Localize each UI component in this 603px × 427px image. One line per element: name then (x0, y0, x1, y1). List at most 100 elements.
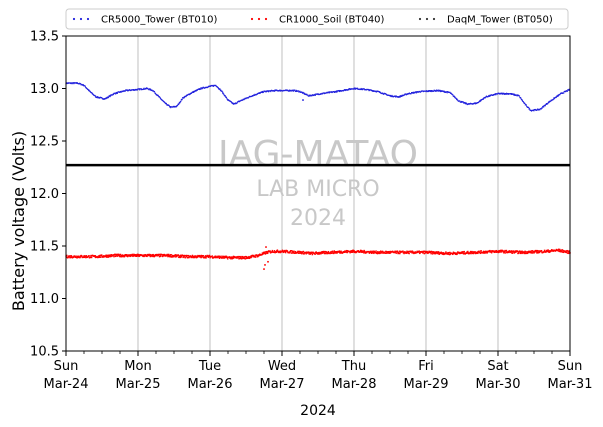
data-point (220, 257, 223, 259)
data-point (428, 250, 431, 253)
data-point (340, 250, 342, 252)
data-point (67, 257, 69, 259)
data-point (423, 252, 425, 255)
data-point (501, 93, 503, 95)
data-point (530, 251, 532, 253)
data-point (464, 102, 466, 105)
y-tick-label: 11.5 (30, 240, 59, 255)
data-point (191, 256, 193, 259)
data-point (485, 250, 488, 253)
data-point (530, 252, 532, 254)
data-point (310, 251, 312, 254)
series-1-points (65, 246, 571, 270)
data-point (376, 91, 378, 93)
data-point (368, 250, 370, 253)
data-point (207, 256, 209, 259)
data-point (233, 255, 235, 258)
data-point (101, 256, 104, 258)
data-point (135, 254, 137, 256)
data-point (231, 101, 233, 103)
data-point (483, 251, 485, 253)
data-point (185, 256, 188, 258)
data-point (232, 256, 234, 259)
data-point (426, 252, 428, 254)
data-point (490, 250, 492, 252)
data-point (243, 98, 245, 101)
data-point (279, 251, 281, 254)
data-point (221, 255, 223, 257)
data-point (430, 89, 432, 92)
data-point (295, 251, 297, 254)
data-point (226, 256, 229, 259)
data-point (135, 255, 138, 258)
data-point (398, 252, 400, 255)
data-point (89, 256, 92, 258)
data-point (71, 256, 73, 258)
data-point (484, 252, 486, 254)
data-point (447, 253, 449, 255)
data-point (297, 252, 300, 254)
data-point (534, 108, 536, 110)
data-point (317, 93, 319, 95)
data-point (171, 256, 173, 258)
data-point (121, 255, 123, 257)
data-point (335, 91, 337, 93)
data-point (366, 251, 368, 254)
data-point (185, 95, 187, 97)
data-point (114, 255, 117, 258)
data-point (231, 256, 233, 258)
data-point (381, 250, 384, 253)
data-point (470, 252, 472, 255)
data-point (507, 93, 509, 95)
data-point (162, 253, 165, 256)
x-tick-label-date: Mar-28 (332, 377, 377, 392)
data-point (400, 95, 402, 97)
data-point (322, 250, 324, 253)
data-point (556, 95, 558, 98)
data-point (419, 252, 421, 254)
data-point (301, 91, 303, 93)
data-point (417, 91, 419, 93)
data-point (308, 251, 310, 254)
data-point (416, 250, 418, 253)
watermark-text: LAB MICRO (256, 177, 379, 202)
data-point (127, 89, 129, 91)
data-point (245, 256, 248, 258)
data-point (555, 249, 557, 252)
data-point (161, 254, 163, 256)
data-point (566, 252, 569, 254)
data-point (483, 97, 485, 99)
data-point (271, 251, 273, 253)
data-point (196, 89, 198, 92)
data-point (252, 254, 254, 257)
data-point (151, 254, 154, 256)
data-point (147, 88, 149, 90)
data-point (533, 110, 535, 112)
data-point (524, 252, 526, 255)
data-point (445, 251, 447, 253)
data-point (396, 250, 398, 252)
data-point (545, 103, 547, 105)
data-point (412, 251, 415, 253)
data-point (226, 98, 228, 100)
data-point (323, 251, 325, 253)
data-point (401, 95, 403, 97)
data-point (84, 86, 86, 88)
data-point (146, 255, 148, 258)
data-point (562, 249, 564, 252)
data-point (108, 254, 110, 257)
data-point (531, 252, 534, 254)
data-point (357, 250, 360, 252)
data-point (130, 89, 132, 92)
data-point (245, 257, 247, 260)
data-point (166, 254, 168, 257)
data-point (319, 93, 321, 95)
data-point (440, 251, 442, 253)
data-point (131, 255, 133, 257)
data-point (326, 251, 329, 254)
data-point (565, 251, 567, 253)
data-point (74, 255, 76, 257)
data-point (516, 250, 519, 253)
data-point (316, 252, 318, 254)
data-point (349, 250, 351, 253)
